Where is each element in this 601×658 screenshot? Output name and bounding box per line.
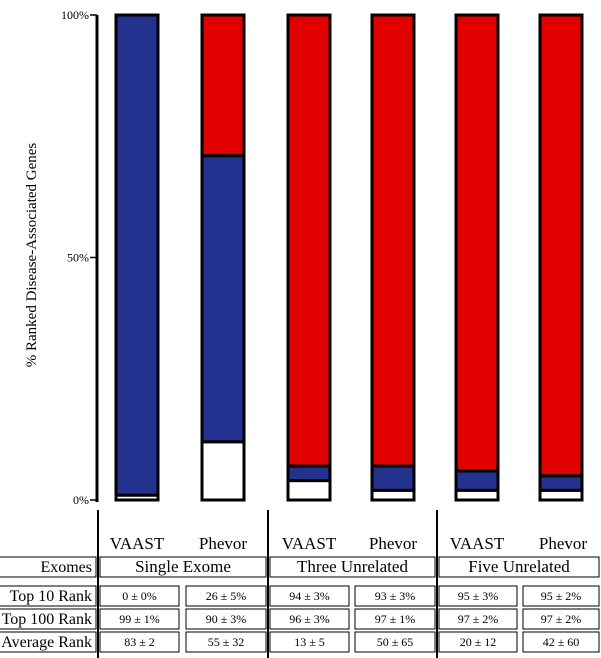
category-label: Phevor <box>539 534 588 553</box>
table-cell <box>438 608 518 630</box>
table-cell-value: 83 ± 2 <box>124 635 155 649</box>
table-cell <box>99 608 180 630</box>
table-cell-value: 42 ± 60 <box>543 635 580 649</box>
table-cell <box>354 608 436 630</box>
table-cell-value: 26 ± 5% <box>206 589 247 603</box>
group-cell <box>99 556 267 578</box>
table-cell <box>99 585 180 607</box>
results-table: VAAST Phevor VAAST Phevor VAAST Phevor Exomes S… <box>0 510 600 658</box>
table-cell-value: 0 ± 0% <box>122 589 157 603</box>
table-cell <box>438 585 518 607</box>
table-cell-value: 97 ± 2% <box>541 612 582 626</box>
table-cell <box>99 631 180 653</box>
category-label: Phevor <box>199 534 248 553</box>
table-cell-value: 94 ± 3% <box>289 589 330 603</box>
table-cell <box>354 631 436 653</box>
row-label-cell <box>0 585 97 607</box>
table-cell <box>438 631 518 653</box>
table-cell <box>522 608 600 630</box>
category-label: VAAST <box>282 534 337 553</box>
table-cell-value: 96 ± 3% <box>289 612 330 626</box>
bar-segment-5-2 <box>538 13 584 478</box>
y-tick-label: 50% <box>67 251 89 265</box>
group-cell <box>269 556 436 578</box>
table-cell <box>522 631 600 653</box>
table-cell-value: 95 ± 2% <box>541 589 582 603</box>
table-cell-value: 50 ± 65 <box>377 635 414 649</box>
y-axis: 0% 50% 100% <box>61 8 99 507</box>
group-label: Three Unrelated <box>297 557 408 576</box>
bar-segment-2-2 <box>286 13 332 468</box>
group-cell <box>438 556 600 578</box>
table-cell-value: 20 ± 12 <box>460 635 497 649</box>
table-cell-value: 93 ± 3% <box>375 589 416 603</box>
y-tick-label: 100% <box>61 8 89 22</box>
category-label: VAAST <box>110 534 165 553</box>
header-label-cell <box>0 556 97 578</box>
row-label: Average Rank <box>1 634 92 651</box>
bar-segment-2-0 <box>286 479 332 502</box>
y-axis-label: % Ranked Disease-Associated Genes <box>24 143 40 368</box>
table-cell-value: 97 ± 2% <box>458 612 499 626</box>
table-cell <box>185 631 267 653</box>
bars <box>114 13 584 502</box>
table-cell-value: 95 ± 3% <box>458 589 499 603</box>
table-cell-value: 55 ± 32 <box>208 635 245 649</box>
row-label-cell <box>0 608 97 630</box>
table-cell <box>269 631 350 653</box>
bar-segment-1-0 <box>200 440 246 502</box>
bar-segment-4-2 <box>454 13 500 473</box>
table-cell-value: 97 ± 1% <box>375 612 416 626</box>
table-cell <box>522 585 600 607</box>
table-cell <box>354 585 436 607</box>
table-cell-value: 90 ± 3% <box>206 612 247 626</box>
category-label: Phevor <box>369 534 418 553</box>
bar-segment-5-1 <box>538 474 584 492</box>
table-cell <box>185 585 267 607</box>
bar-segment-3-2 <box>370 13 416 468</box>
group-label: Five Unrelated <box>468 557 570 576</box>
y-tick-label: 0% <box>73 493 89 507</box>
group-label: Single Exome <box>135 557 231 576</box>
table-cell-value: 99 ± 1% <box>119 612 160 626</box>
table-cell <box>185 608 267 630</box>
table-cell <box>269 585 350 607</box>
bar-segment-1-2 <box>200 13 246 158</box>
bar-segment-3-1 <box>370 464 416 492</box>
table-cell-value: 13 ± 5 <box>294 635 325 649</box>
bar-segment-1-1 <box>200 154 246 444</box>
row-label-cell <box>0 631 97 653</box>
bar-segment-0-1 <box>114 13 160 497</box>
row-label: Top 10 Rank <box>10 588 92 605</box>
bar-segment-2-1 <box>286 464 332 483</box>
header-label: Exomes <box>40 559 92 576</box>
category-label: VAAST <box>450 534 505 553</box>
bar-segment-4-1 <box>454 469 500 492</box>
table-cell <box>269 608 350 630</box>
row-label: Top 100 Rank <box>2 611 92 628</box>
